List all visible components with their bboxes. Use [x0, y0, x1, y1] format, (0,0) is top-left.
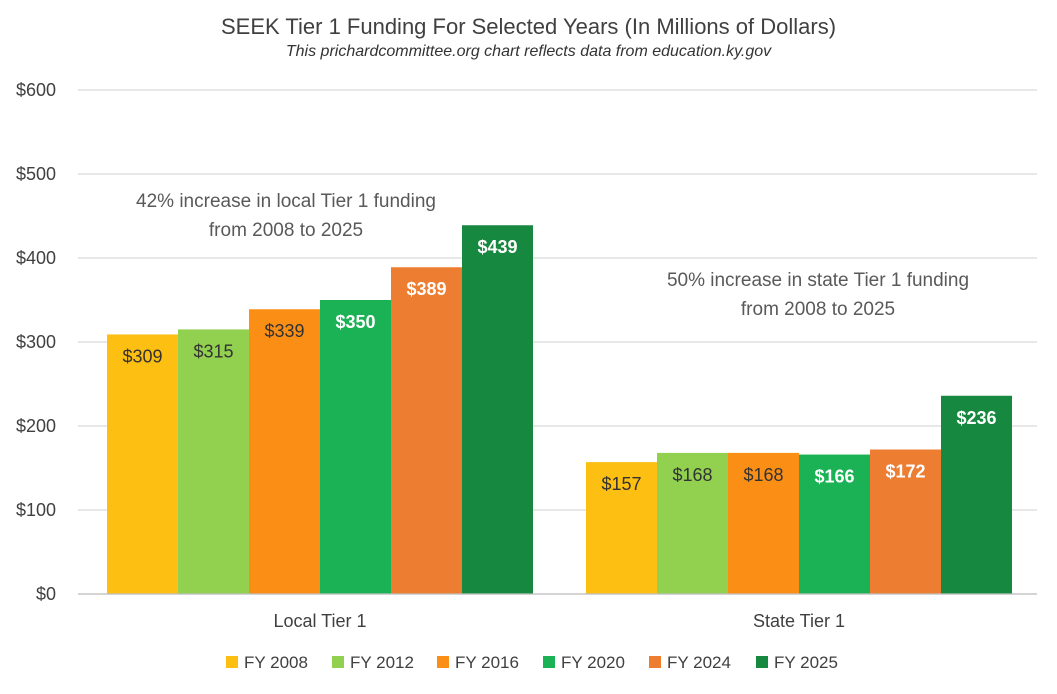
data-label: $166 — [814, 467, 854, 487]
bar — [249, 309, 320, 594]
data-label: $157 — [601, 474, 641, 494]
y-tick-label: $100 — [16, 500, 56, 520]
data-label: $172 — [885, 462, 925, 482]
data-label: $236 — [956, 408, 996, 428]
bar — [391, 267, 462, 594]
data-label: $389 — [406, 279, 446, 299]
data-label: $339 — [264, 321, 304, 341]
bar — [728, 452, 799, 594]
bar — [941, 395, 1012, 594]
bar — [870, 449, 941, 594]
bar — [178, 329, 249, 594]
legend-swatch — [543, 656, 555, 668]
y-tick-label: $300 — [16, 332, 56, 352]
bar — [107, 334, 178, 594]
legend-label: FY 2008 — [244, 653, 308, 672]
legend-swatch — [332, 656, 344, 668]
legend-swatch — [756, 656, 768, 668]
legend-label: FY 2024 — [667, 653, 731, 672]
bar — [320, 300, 391, 594]
bar — [657, 452, 728, 594]
data-label: $168 — [743, 465, 783, 485]
bar — [586, 462, 657, 594]
y-tick-label: $400 — [16, 248, 56, 268]
data-label: $439 — [477, 237, 517, 257]
y-tick-label: $500 — [16, 164, 56, 184]
legend-swatch — [649, 656, 661, 668]
legend-label: FY 2020 — [561, 653, 625, 672]
chart-subtitle: This prichardcommittee.org chart reflect… — [285, 43, 772, 60]
legend-label: FY 2012 — [350, 653, 414, 672]
bar — [462, 225, 533, 595]
data-label: $315 — [193, 341, 233, 361]
legend-label: FY 2016 — [455, 653, 519, 672]
x-tick-label: Local Tier 1 — [273, 611, 366, 631]
y-tick-label: $600 — [16, 80, 56, 100]
data-label: $309 — [122, 346, 162, 366]
y-tick-label: $200 — [16, 416, 56, 436]
annotation-state: 50% increase in state Tier 1 funding fro… — [666, 270, 970, 320]
x-tick-label: State Tier 1 — [753, 611, 845, 631]
legend-swatch — [437, 656, 449, 668]
data-label: $350 — [335, 312, 375, 332]
bar — [799, 454, 870, 594]
y-tick-label: $0 — [36, 584, 56, 604]
data-label: $168 — [672, 465, 712, 485]
legend-label: FY 2025 — [774, 653, 838, 672]
legend-swatch — [226, 656, 238, 668]
annotation-local: 42% increase in local Tier 1 funding fro… — [136, 191, 436, 241]
chart-title: SEEK Tier 1 Funding For Selected Years (… — [220, 14, 837, 39]
